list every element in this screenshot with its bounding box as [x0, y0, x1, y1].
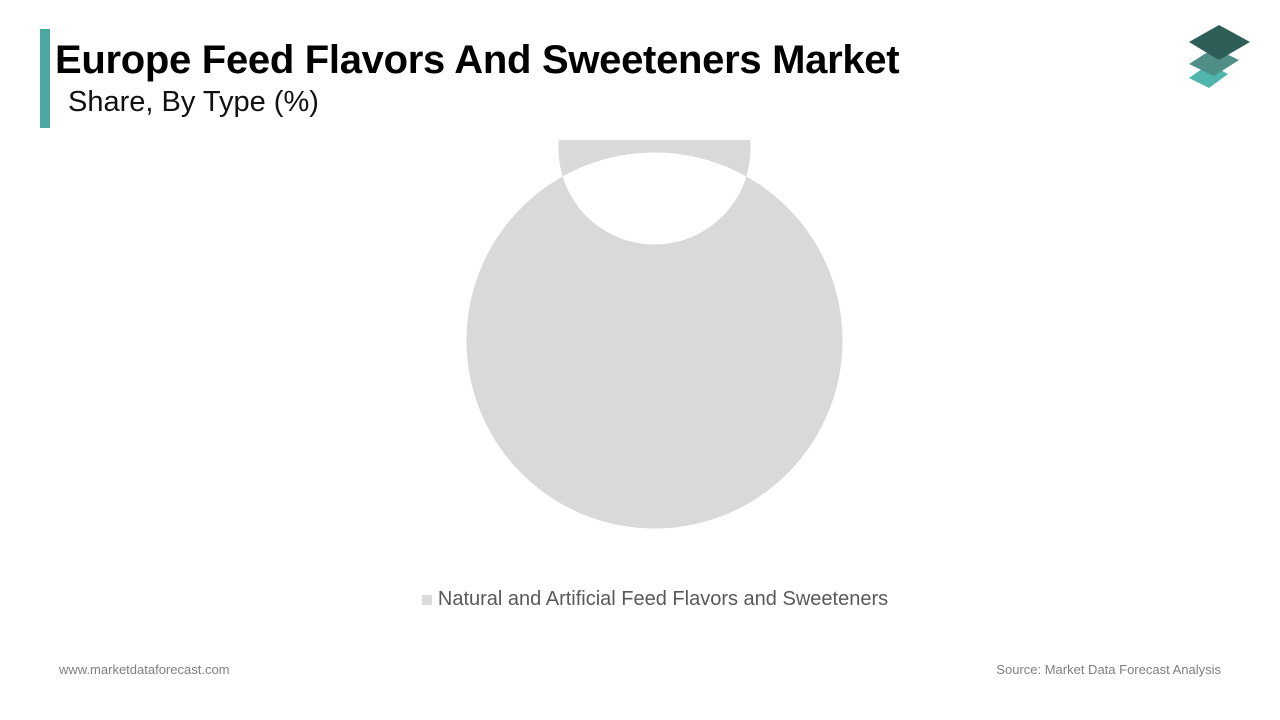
- donut-chart: [466, 52, 843, 529]
- legend: Natural and Artificial Feed Flavors and …: [0, 588, 1280, 611]
- legend-item[interactable]: Natural and Artificial Feed Flavors and …: [421, 588, 889, 611]
- source-note: Source: Market Data Forecast Analysis: [996, 662, 1221, 677]
- chart-subtitle: Share, By Type (%): [68, 86, 319, 118]
- donut-slice[interactable]: [466, 52, 843, 529]
- chart-area: [440, 52, 870, 540]
- chart-title: Europe Feed Flavors And Sweeteners Marke…: [55, 38, 900, 82]
- logo-layer-top: [1189, 25, 1250, 60]
- legend-label: Natural and Artificial Feed Flavors and …: [437, 588, 889, 610]
- title-accent-bar: [40, 29, 50, 128]
- legend-swatch: [421, 594, 432, 605]
- stacked-layers-icon: [1189, 25, 1250, 88]
- website-url[interactable]: www.marketdataforecast.com: [59, 662, 230, 677]
